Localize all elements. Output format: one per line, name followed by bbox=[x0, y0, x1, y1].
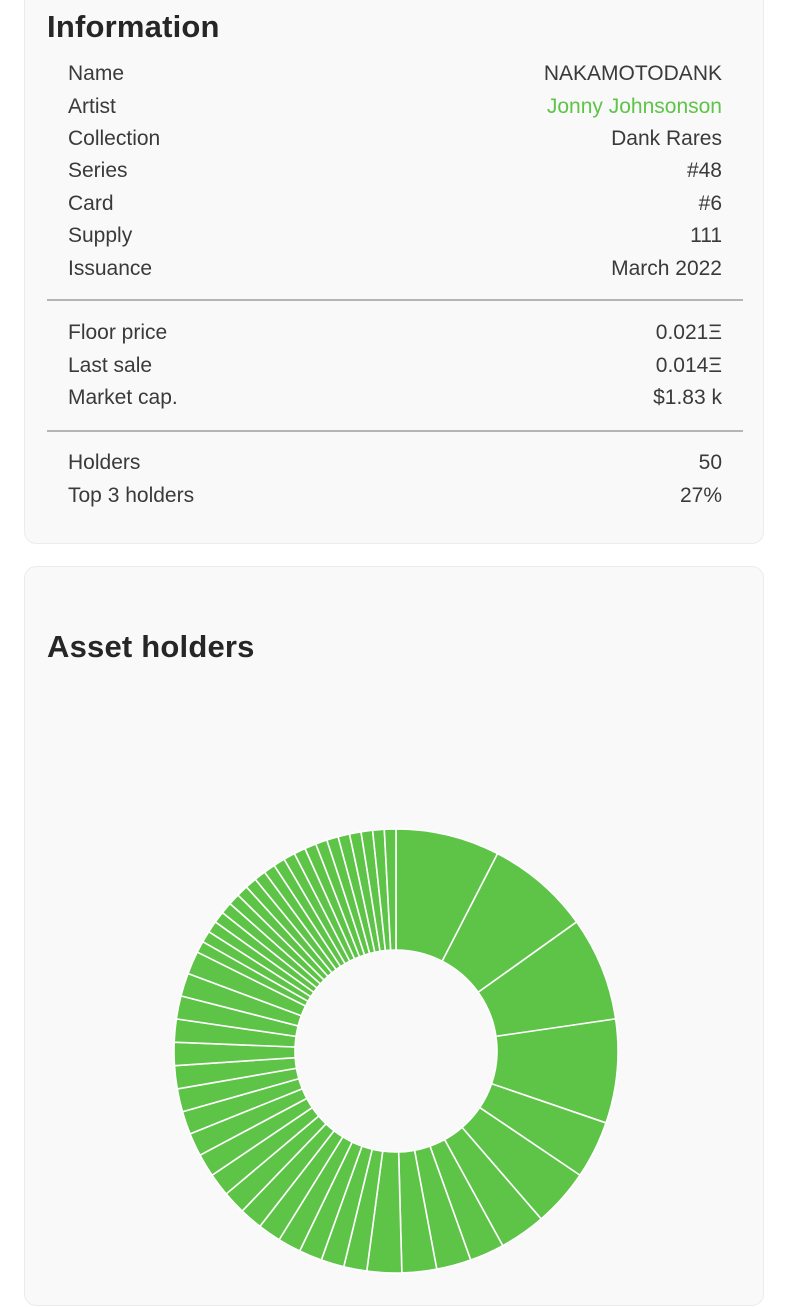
market-list: Floor price 0.021Ξ Last sale 0.014Ξ Mark… bbox=[68, 317, 722, 414]
detail-value: #6 bbox=[698, 191, 722, 215]
information-card: Information Name NAKAMOTODANK Artist Jon… bbox=[24, 0, 764, 544]
details-list: Name NAKAMOTODANK Artist Jonny Johnsonso… bbox=[68, 58, 722, 285]
holders-row-top3: Top 3 holders 27% bbox=[68, 479, 722, 511]
detail-row-series: Series #48 bbox=[68, 155, 722, 187]
detail-label: Series bbox=[68, 159, 128, 183]
detail-value: 111 bbox=[690, 224, 722, 248]
holders-donut-chart bbox=[173, 828, 619, 1274]
market-label: Last sale bbox=[68, 353, 153, 377]
market-label: Floor price bbox=[68, 321, 168, 345]
market-value: 0.014Ξ bbox=[655, 353, 722, 377]
detail-value: Dank Rares bbox=[611, 126, 722, 150]
detail-row-supply: Supply 111 bbox=[68, 220, 722, 252]
market-value: 0.021Ξ bbox=[655, 321, 722, 345]
detail-label: Collection bbox=[68, 126, 161, 150]
holders-value: 50 bbox=[698, 451, 722, 475]
detail-label: Card bbox=[68, 191, 114, 215]
detail-row-issuance: Issuance March 2022 bbox=[68, 252, 722, 284]
holder-slice[interactable] bbox=[383, 828, 397, 951]
section-divider bbox=[47, 430, 743, 432]
detail-label: Name bbox=[68, 62, 125, 86]
detail-label: Supply bbox=[68, 224, 133, 248]
detail-value: #48 bbox=[686, 159, 722, 183]
holders-value: 27% bbox=[679, 483, 722, 507]
market-value: $1.83 k bbox=[653, 385, 722, 409]
asset-holders-title: Asset holders bbox=[47, 629, 255, 664]
detail-value: NAKAMOTODANK bbox=[543, 62, 722, 86]
holders-label: Holders bbox=[68, 451, 141, 475]
detail-row-collection: Collection Dank Rares bbox=[68, 123, 722, 155]
holders-row-count: Holders 50 bbox=[68, 447, 722, 479]
section-divider bbox=[47, 299, 743, 301]
detail-label: Artist bbox=[68, 94, 116, 118]
detail-row-name: Name NAKAMOTODANK bbox=[68, 58, 722, 90]
detail-value: March 2022 bbox=[611, 256, 722, 280]
artist-link[interactable]: Jonny Johnsonson bbox=[546, 94, 722, 118]
market-row-floor-price: Floor price 0.021Ξ bbox=[68, 317, 722, 349]
information-title: Information bbox=[47, 9, 220, 44]
market-row-last-sale: Last sale 0.014Ξ bbox=[68, 349, 722, 381]
detail-row-artist: Artist Jonny Johnsonson bbox=[68, 90, 722, 122]
asset-holders-card: Asset holders bbox=[24, 566, 764, 1306]
holders-list: Holders 50 Top 3 holders 27% bbox=[68, 447, 722, 512]
market-row-market-cap: Market cap. $1.83 k bbox=[68, 382, 722, 414]
detail-row-card: Card #6 bbox=[68, 188, 722, 220]
market-label: Market cap. bbox=[68, 385, 178, 409]
detail-label: Issuance bbox=[68, 256, 153, 280]
holders-label: Top 3 holders bbox=[68, 483, 195, 507]
